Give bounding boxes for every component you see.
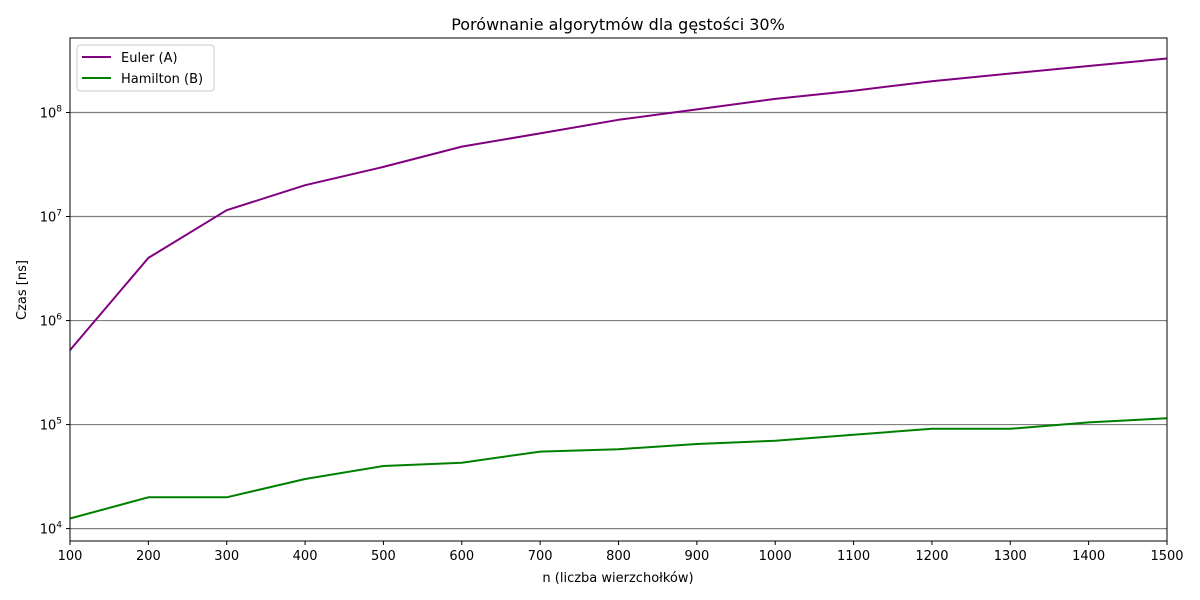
y-axis-ticks: 104 105 106 107 108 xyxy=(40,104,70,538)
x-tick-label: 700 xyxy=(528,549,553,564)
x-tick-label: 1400 xyxy=(1072,549,1105,564)
x-tick-label: 1100 xyxy=(837,549,870,564)
legend-label: Euler (A) xyxy=(121,51,178,66)
y-tick-label: 108 xyxy=(40,104,63,121)
chart-title: Porównanie algorytmów dla gęstości 30% xyxy=(451,15,785,34)
x-tick-label: 800 xyxy=(606,549,631,564)
x-tick-label: 200 xyxy=(136,549,161,564)
x-tick-label: 500 xyxy=(371,549,396,564)
x-axis-ticks: 100 200 300 400 500 600 700 800 900 1000 1100 1200 1… xyxy=(58,541,1184,564)
x-tick-label: 1500 xyxy=(1150,549,1183,564)
x-tick-label: 1000 xyxy=(759,549,792,564)
y-tick-label: 105 xyxy=(40,417,62,434)
y-tick-label: 106 xyxy=(40,313,63,330)
grid-lines xyxy=(70,111,1167,530)
x-tick-label: 300 xyxy=(214,549,239,564)
x-axis-label: n (liczba wierzchołków) xyxy=(542,571,693,586)
plot-frame xyxy=(69,37,1168,542)
legend-box xyxy=(76,44,215,92)
x-tick-label: 600 xyxy=(449,549,474,564)
series-line-0 xyxy=(69,57,1168,351)
y-tick-label: 107 xyxy=(40,209,62,226)
x-tick-label: 400 xyxy=(293,549,318,564)
y-axis-label: Czas [ns] xyxy=(15,260,30,320)
legend-label: Hamilton (B) xyxy=(121,72,203,87)
series-line-1 xyxy=(69,417,1168,520)
x-tick-label: 100 xyxy=(58,549,83,564)
x-tick-label: 900 xyxy=(684,549,709,564)
y-tick-label: 104 xyxy=(40,521,63,538)
x-tick-label: 1200 xyxy=(915,549,948,564)
series-layer xyxy=(69,57,1168,520)
legend: Euler (A) Hamilton (B) xyxy=(76,44,215,92)
x-tick-label: 1300 xyxy=(994,549,1027,564)
